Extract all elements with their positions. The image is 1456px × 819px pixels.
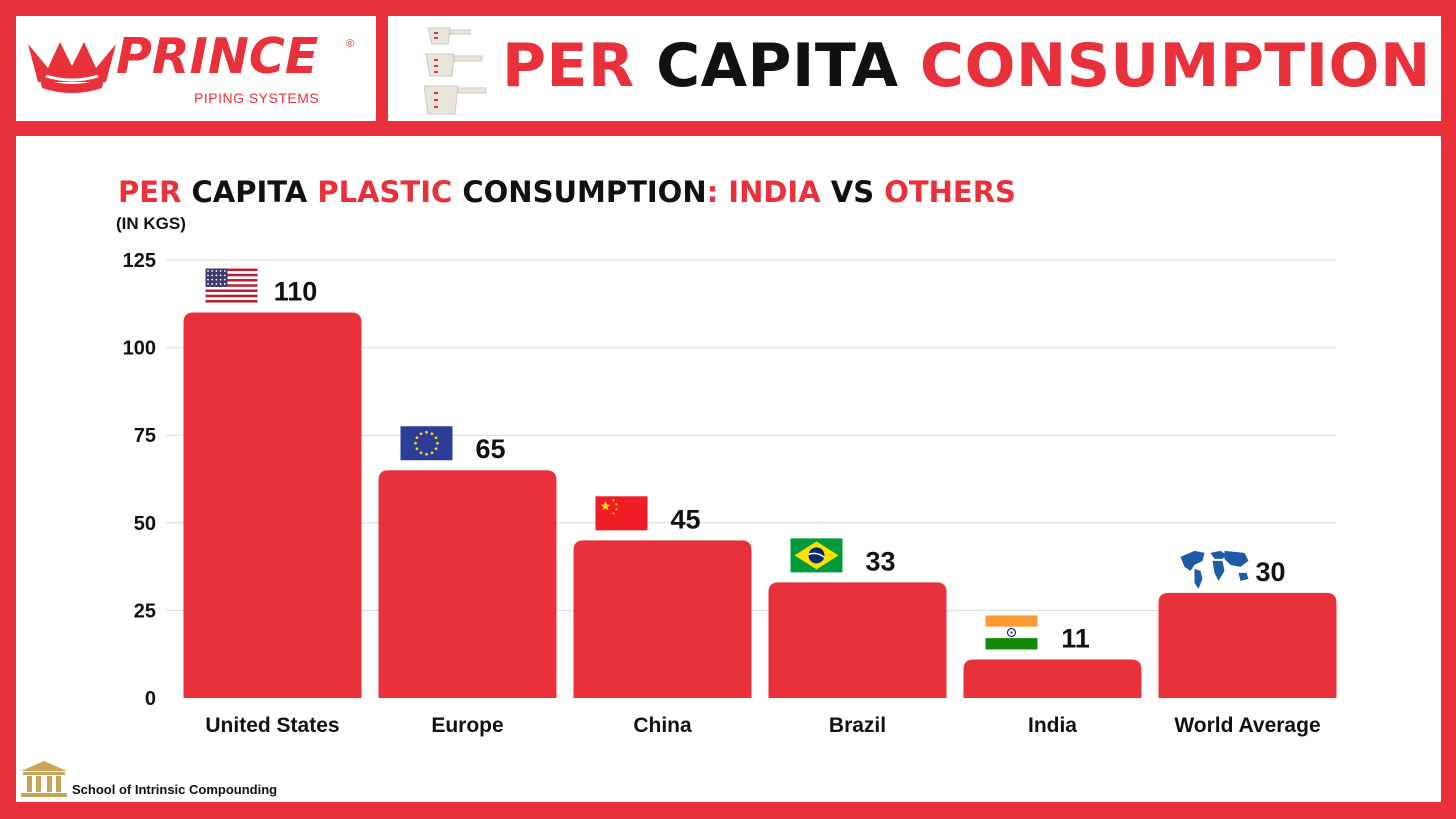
india-flag-icon [985,615,1038,650]
data-label: 110 [274,277,318,307]
chart-title-part: CONSUMPTION [462,175,707,209]
bar [963,659,1142,698]
x-tick-label: World Average [1174,714,1320,737]
x-tick-label: China [633,714,692,737]
bar [768,582,947,698]
bar [378,470,557,698]
chart-title-part: CAPITA [191,175,318,209]
us-flag-icon [205,268,258,303]
chart-title-part: VS [830,175,885,209]
chart-panel: PER CAPITA PLASTIC CONSUMPTION: INDIA VS… [16,136,1441,802]
x-tick-label: India [1028,714,1077,737]
y-tick-label: 25 [134,600,156,622]
bar-chart: 0 25 50 75 100 125 110 United States 65 Europe 45 C… [123,250,1337,737]
y-tick-label: 50 [134,513,156,535]
y-tick-label: 0 [145,688,156,710]
x-tick-label: Europe [431,714,503,737]
bar [573,540,752,698]
data-label: 11 [1061,623,1090,653]
data-label: 65 [475,434,505,464]
y-tick-label: 75 [134,425,156,447]
title-panel: PER CAPITA CONSUMPTION [388,16,1441,121]
china-flag-icon [595,496,648,531]
data-label: 30 [1255,557,1285,587]
y-tick-label: 100 [123,338,156,360]
measuring-cups-icon [424,27,487,115]
brazil-flag-icon [790,538,843,573]
bar [1158,592,1337,698]
page-title-part: CONSUMPTION [919,31,1431,101]
world-map-icon [1180,550,1249,589]
brand-subtitle: PIPING SYSTEMS [194,90,320,106]
school-building-icon [21,761,67,797]
logo-panel: PRINCE ® PIPING SYSTEMS [16,16,376,121]
chart-title-part: : INDIA [706,175,831,209]
chart-title: PER CAPITA PLASTIC CONSUMPTION: INDIA VS… [118,178,1016,207]
page-title: PER CAPITA CONSUMPTION [502,36,1431,96]
eu-flag-icon [400,426,453,461]
chart-title-part: PLASTIC [317,175,463,209]
y-tick-label: 125 [123,250,156,272]
bar [183,312,362,698]
chart-title-part: OTHERS [884,175,1016,209]
data-label: 45 [670,504,700,534]
page-title-part: CAPITA [656,31,920,101]
page-title-part: PER [502,31,657,101]
credit-text: School of Intrinsic Compounding [72,782,278,797]
crown-logo-icon [28,42,116,93]
chart-title-part: PER [118,175,192,209]
x-tick-label: Brazil [829,714,886,737]
brand-name: PRINCE [116,28,319,85]
y-axis-unit: (IN KGS) [116,214,186,233]
x-tick-label: United States [205,714,339,737]
data-label: 33 [865,546,895,576]
registered-mark: ® [346,38,355,50]
